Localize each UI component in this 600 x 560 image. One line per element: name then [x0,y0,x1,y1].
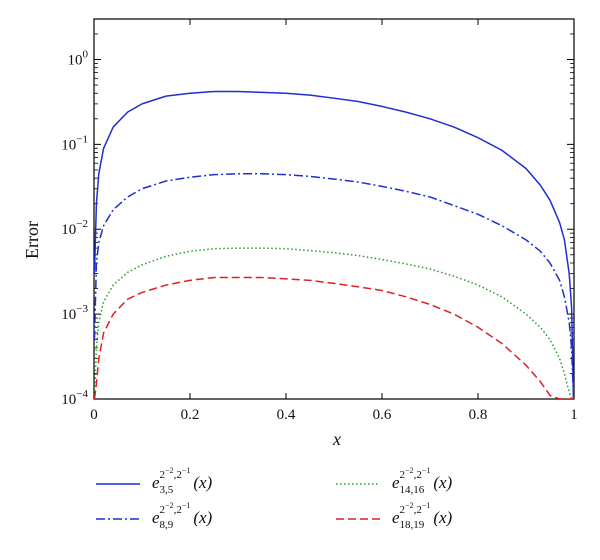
y-tick-labels: 100 10−1 10−2 10−3 10−4 [61,48,88,408]
y-tick-label-1: 10−1 [61,133,88,153]
series-line-3 [94,276,574,399]
x-tick-label-0: 0 [90,407,98,423]
series-line-1 [94,173,574,399]
plot-frame [93,18,575,400]
x-axis-title: x [332,429,341,449]
x-tick-label-5: 1 [570,407,578,423]
axis-ticks [93,18,575,400]
x-tick-label-1: 0.2 [181,407,200,423]
legend-label-2: e14,162−2,2−1(x) [392,466,453,496]
x-tick-label-2: 0.4 [277,407,296,423]
y-tick-label-2: 10−2 [61,218,88,238]
legend-label-1: e8,92−2,2−1(x) [152,501,213,531]
y-tick-label-3: 10−3 [61,303,88,323]
x-tick-label-4: 0.8 [469,407,488,423]
series-line-2 [94,247,574,399]
legend-label-3: e18,192−2,2−1(x) [392,501,453,531]
x-tick-label-3: 0.6 [373,407,392,423]
y-tick-label-4: 10−4 [61,388,88,408]
legend-label-0: e3,52−2,2−1(x) [152,466,213,496]
y-tick-label-0: 100 [68,48,89,68]
legend: e3,52−2,2−1(x) e14,162−2,2−1(x) e8,92−2,2−… [96,466,453,531]
x-tick-labels: 0 0.2 0.4 0.6 0.8 1 [90,407,578,423]
y-axis-title: Error [22,221,42,259]
series-lines [94,90,574,399]
series-line-0 [94,90,574,399]
